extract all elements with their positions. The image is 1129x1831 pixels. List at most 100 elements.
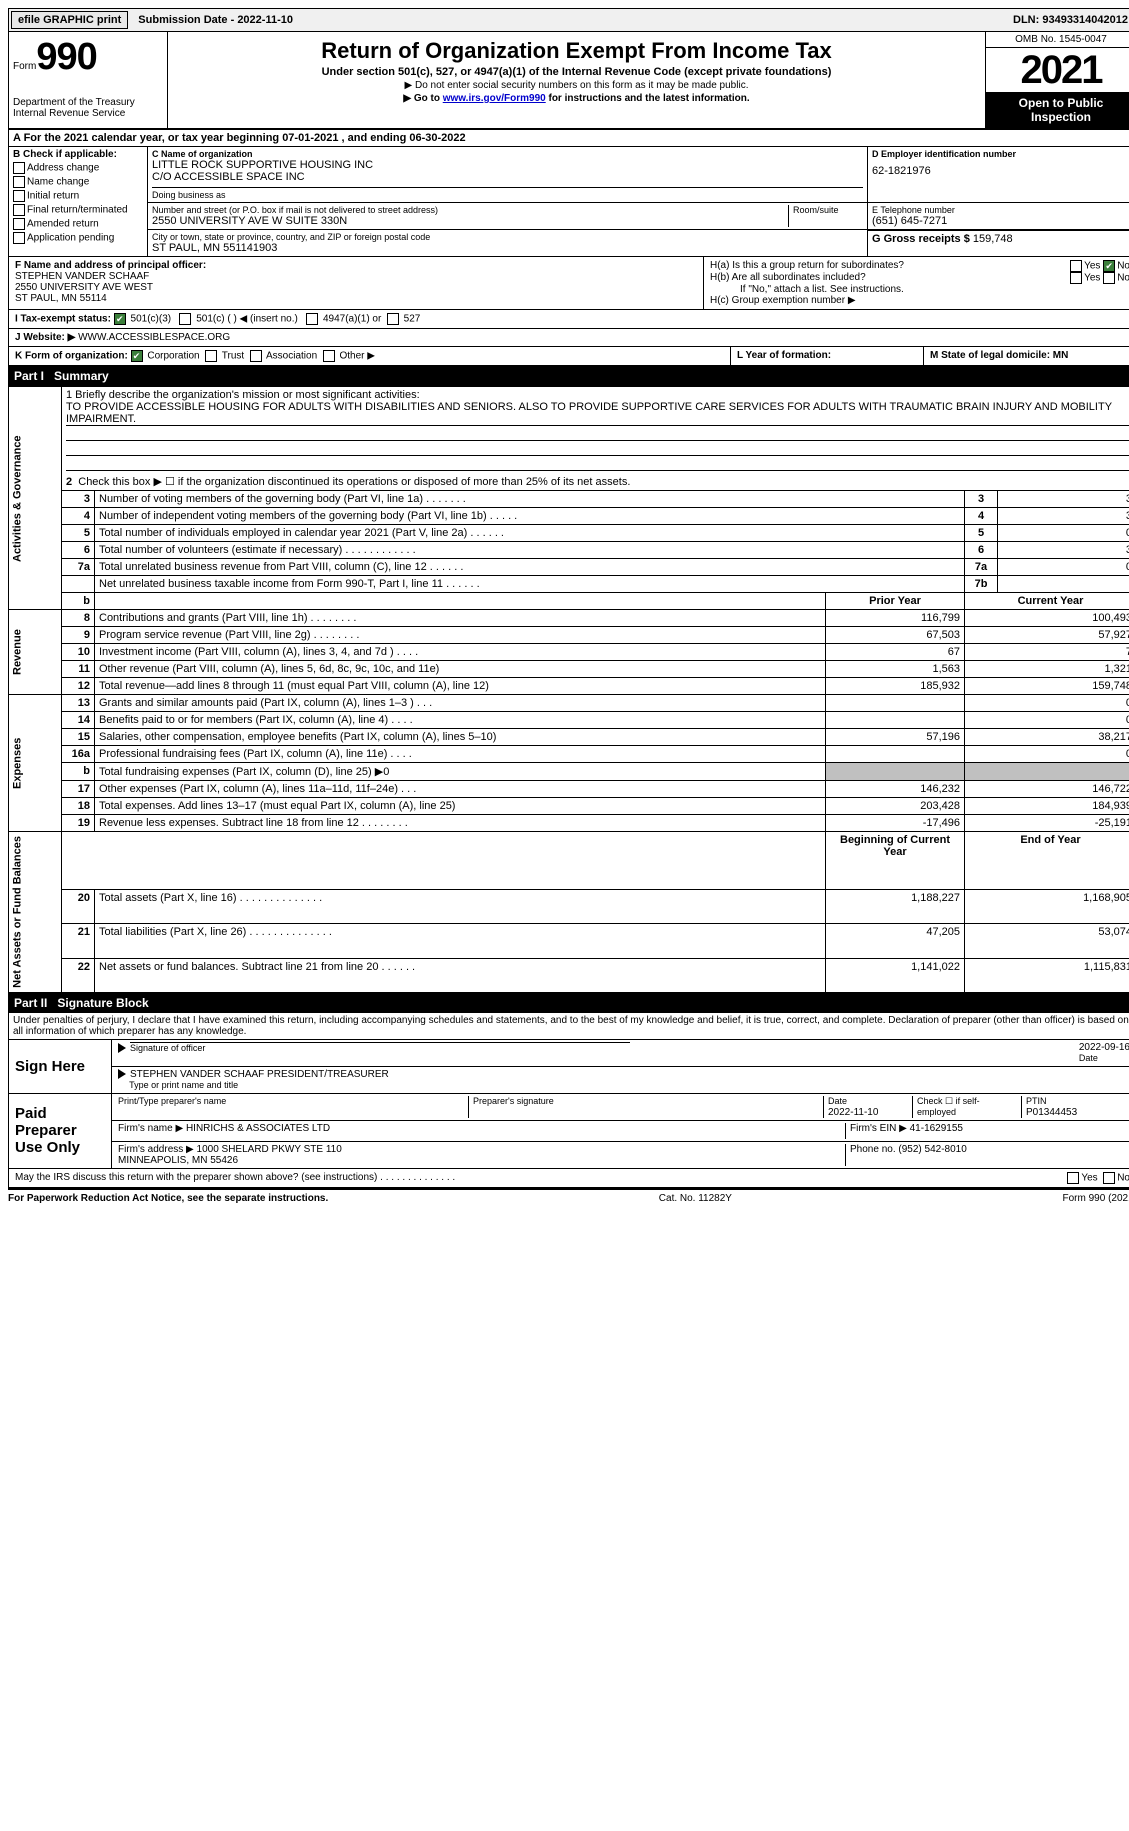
rv11-d: Other revenue (Part VIII, column (A), li… xyxy=(99,663,439,675)
firm-addr-lbl: Firm's address ▶ xyxy=(118,1144,194,1155)
ptin-lbl: PTIN xyxy=(1026,1096,1047,1106)
side-net: Net Assets or Fund Balances xyxy=(9,832,62,993)
rv11-n: 11 xyxy=(62,661,95,678)
suite-lbl: Room/suite xyxy=(793,205,863,215)
r7a-b: 7a xyxy=(965,559,998,576)
r6-b: 6 xyxy=(965,542,998,559)
ex19-c: -25,191 xyxy=(965,815,1129,832)
org-name-lbl: C Name of organization xyxy=(152,149,863,159)
r5-v: 0 xyxy=(998,525,1129,542)
website-lbl: J Website: ▶ xyxy=(15,332,75,343)
chk-other[interactable] xyxy=(323,350,335,362)
line2: Check this box ▶ ☐ if the organization d… xyxy=(78,476,630,488)
ex18-d: Total expenses. Add lines 13–17 (must eq… xyxy=(99,800,455,812)
chk-527[interactable] xyxy=(387,313,399,325)
ex14-p xyxy=(826,712,965,729)
footer-mid: Cat. No. 11282Y xyxy=(659,1193,732,1204)
firm-name: HINRICHS & ASSOCIATES LTD xyxy=(186,1123,330,1134)
r5-b: 5 xyxy=(965,525,998,542)
ex15-n: 15 xyxy=(62,729,95,746)
na22-d: Net assets or fund balances. Subtract li… xyxy=(99,961,378,973)
discuss-text: May the IRS discuss this return with the… xyxy=(15,1172,377,1183)
ex17-n: 17 xyxy=(62,781,95,798)
r3-n: 3 xyxy=(62,491,95,508)
chk-corp[interactable] xyxy=(131,350,143,362)
tel: (651) 645-7271 xyxy=(872,215,1129,227)
firm-name-lbl: Firm's name ▶ xyxy=(118,1123,183,1134)
na20-d: Total assets (Part X, line 16) xyxy=(99,892,237,904)
chk-assoc[interactable] xyxy=(250,350,262,362)
r5-d: Total number of individuals employed in … xyxy=(99,527,467,539)
summary-table: Activities & Governance 1 Briefly descri… xyxy=(8,386,1129,993)
tax-status-lbl: I Tax-exempt status: xyxy=(15,314,111,325)
sig-date-lbl: Date xyxy=(1079,1053,1098,1063)
ex17-d: Other expenses (Part IX, column (A), lin… xyxy=(99,783,398,795)
chk-final[interactable] xyxy=(13,204,25,216)
hb-note: If "No," attach a list. See instructions… xyxy=(710,284,1129,295)
discuss-no[interactable] xyxy=(1103,1172,1115,1184)
hb-no[interactable] xyxy=(1103,272,1115,284)
hc-lbl: H(c) Group exemption number ▶ xyxy=(710,295,1129,306)
ha-yes[interactable] xyxy=(1070,260,1082,272)
section-c-d: C Name of organization LITTLE ROCK SUPPO… xyxy=(148,147,1129,256)
dba-lbl: Doing business as xyxy=(152,190,863,200)
col-prior: Prior Year xyxy=(826,593,965,610)
firm-ein-lbl: Firm's EIN ▶ xyxy=(850,1123,907,1134)
section-b-title: B Check if applicable: xyxy=(13,149,143,160)
org-name: LITTLE ROCK SUPPORTIVE HOUSING INC C/O A… xyxy=(152,159,863,183)
lbl-name: Name change xyxy=(27,177,89,188)
chk-trust[interactable] xyxy=(205,350,217,362)
lbl-trust: Trust xyxy=(222,351,244,362)
chk-501c3[interactable] xyxy=(114,313,126,325)
r3-v: 3 xyxy=(998,491,1129,508)
submission-date: Submission Date - 2022-11-10 xyxy=(130,14,293,26)
top-bar: efile GRAPHIC print Submission Date - 20… xyxy=(8,8,1129,32)
chk-name[interactable] xyxy=(13,176,25,188)
form-number: 990 xyxy=(36,36,96,78)
r3-d: Number of voting members of the governin… xyxy=(99,493,423,505)
penalties: Under penalties of perjury, I declare th… xyxy=(8,1013,1129,1039)
r4-b: 4 xyxy=(965,508,998,525)
part1-name: Summary xyxy=(54,369,109,383)
addr: 2550 UNIVERSITY AVE W SUITE 330N xyxy=(152,215,784,227)
col-current: Current Year xyxy=(965,593,1129,610)
ex18-n: 18 xyxy=(62,798,95,815)
triangle-icon xyxy=(118,1043,126,1053)
tax-status-row: I Tax-exempt status: 501(c)(3) 501(c) ( … xyxy=(8,310,1129,329)
rv8-n: 8 xyxy=(62,610,95,627)
chk-pending[interactable] xyxy=(13,232,25,244)
hb-yes[interactable] xyxy=(1070,272,1082,284)
rv9-d: Program service revenue (Part VIII, line… xyxy=(99,629,311,641)
efile-button[interactable]: efile GRAPHIC print xyxy=(11,11,128,29)
section-b: B Check if applicable: Address change Na… xyxy=(9,147,148,256)
chk-initial[interactable] xyxy=(13,190,25,202)
discuss-yes[interactable] xyxy=(1067,1172,1079,1184)
city-lbl: City or town, state or province, country… xyxy=(152,232,863,242)
r6-d: Total number of volunteers (estimate if … xyxy=(99,544,342,556)
city: ST PAUL, MN 551141903 xyxy=(152,242,863,254)
yes-lbl3: Yes xyxy=(1081,1172,1097,1183)
lbl-address: Address change xyxy=(27,163,99,174)
ex18-c: 184,939 xyxy=(965,798,1129,815)
mission-text: TO PROVIDE ACCESSIBLE HOUSING FOR ADULTS… xyxy=(66,401,1129,426)
rv12-d: Total revenue—add lines 8 through 11 (mu… xyxy=(99,680,489,692)
chk-address[interactable] xyxy=(13,162,25,174)
lbl-amended: Amended return xyxy=(27,219,99,230)
footer-left: For Paperwork Reduction Act Notice, see … xyxy=(8,1193,328,1204)
omb-number: OMB No. 1545-0047 xyxy=(986,32,1129,48)
na20-n: 20 xyxy=(62,890,95,924)
ex16a-n: 16a xyxy=(62,746,95,763)
chk-4947[interactable] xyxy=(306,313,318,325)
ex14-d: Benefits paid to or for members (Part IX… xyxy=(99,714,388,726)
chk-amended[interactable] xyxy=(13,218,25,230)
lbl-4947: 4947(a)(1) or xyxy=(323,314,381,325)
sign-here-lbl: Sign Here xyxy=(9,1040,112,1093)
chk-501c[interactable] xyxy=(179,313,191,325)
irs-link[interactable]: www.irs.gov/Form990 xyxy=(443,93,546,104)
r6-v: 3 xyxy=(998,542,1129,559)
ha-no[interactable] xyxy=(1103,260,1115,272)
part2-name: Signature Block xyxy=(57,996,148,1010)
discuss-row: May the IRS discuss this return with the… xyxy=(8,1169,1129,1188)
rv10-c: 7 xyxy=(965,644,1129,661)
section-f-h: F Name and address of principal officer:… xyxy=(8,257,1129,310)
